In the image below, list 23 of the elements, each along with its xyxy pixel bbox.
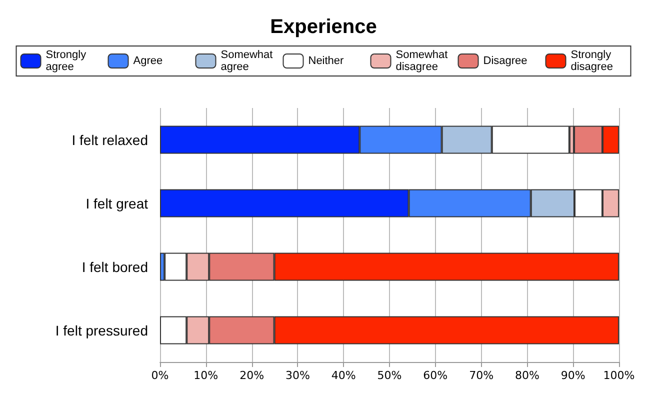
x-tick-label: 80% (514, 369, 540, 382)
legend-label: Somewhat disagree (396, 49, 451, 73)
y-tick-label: I felt pressured (55, 322, 148, 338)
chart-title: Experience (270, 16, 377, 38)
y-tick-label: I felt great (86, 195, 148, 212)
legend-label: Agree (133, 55, 163, 67)
x-tick-label: 100% (603, 369, 635, 382)
x-tick-label: 30% (285, 369, 310, 382)
x-tick-label: 40% (331, 369, 356, 382)
legend-label: Neither (308, 55, 344, 67)
legend-label: Strongly disagree (570, 49, 614, 73)
x-tick-label: 90% (560, 369, 586, 382)
legend-label: Somewhat agree (220, 49, 276, 73)
x-tick-label: 20% (240, 369, 264, 382)
x-tick-label: 10% (194, 369, 218, 382)
x-tick-label: 60% (423, 369, 448, 382)
legend-label: Strongly agree (46, 49, 90, 73)
y-tick-label: I felt relaxed (72, 132, 148, 148)
y-tick-label: I felt bored (82, 258, 148, 275)
legend-label: Disagree (483, 55, 528, 67)
x-tick-label: 0% (151, 369, 169, 382)
x-tick-label: 50% (377, 369, 402, 382)
x-tick-label: 70% (469, 369, 494, 382)
